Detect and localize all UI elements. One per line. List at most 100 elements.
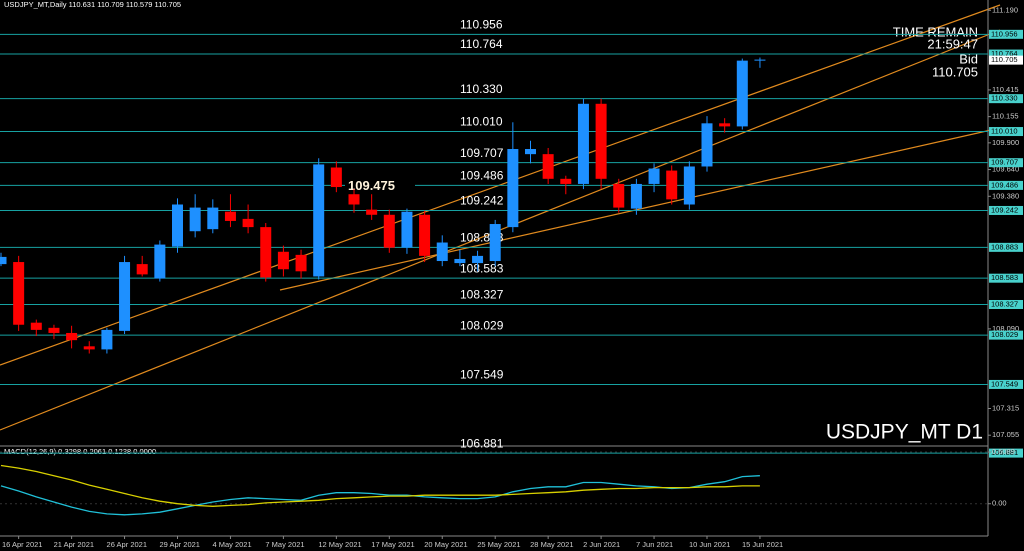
level-axis-box: [989, 180, 1023, 190]
level-axis-box: [989, 158, 1023, 168]
watermark: USDJPY_MT D1: [826, 421, 983, 444]
x-tick-label: 21 Apr 2021: [54, 540, 94, 549]
candle-body: [683, 166, 695, 205]
macd-title: MACD(12,26,9) 0.3298 0.2061 0.1238 0.000…: [4, 447, 156, 456]
x-tick-label: 7 Jun 2021: [636, 540, 673, 549]
chart-title: USDJPY_MT,Daily 110.631 110.709 110.579 …: [4, 0, 181, 9]
macd-line: [0, 464, 760, 507]
level-axis-label: 109.707: [991, 158, 1018, 167]
level-axis-label: 109.242: [991, 205, 1018, 214]
x-tick-label: 4 May 2021: [212, 540, 251, 549]
candle-body: [507, 149, 519, 228]
level-axis-label: 110.764: [991, 49, 1018, 58]
level-label: 108.029: [460, 318, 504, 332]
level-axis-label: 110.956: [991, 29, 1018, 38]
time-remain-label: TIME REMAIN: [893, 24, 978, 39]
candle-body: [701, 123, 713, 167]
level-label: 110.956: [460, 17, 503, 31]
candle-body: [383, 214, 395, 248]
level-label: 109.707: [460, 146, 504, 160]
candle-body: [560, 178, 572, 184]
level-axis-label: 110.330: [991, 94, 1018, 103]
candle-body: [13, 262, 25, 325]
candle-body: [666, 170, 678, 200]
y-tick-label: 110.415: [992, 85, 1019, 94]
trendline: [279, 127, 1001, 291]
candle-body: [189, 207, 201, 232]
level-axis-label: 108.029: [991, 330, 1018, 339]
level-axis-box: [989, 299, 1023, 309]
y-tick-label: 107.315: [992, 403, 1019, 412]
candle-body: [207, 207, 219, 230]
level-label: 109.486: [460, 169, 504, 183]
y-tick-label: 107.055: [992, 430, 1019, 439]
candle-body: [577, 103, 589, 184]
candle-body: [30, 322, 42, 330]
level-axis-box: [989, 273, 1023, 283]
bid-axis-label: 110.705: [991, 55, 1018, 64]
level-label: 110.764: [460, 37, 503, 51]
x-tick-label: 16 Apr 2021: [2, 540, 42, 549]
x-tick-label: 15 Jun 2021: [742, 540, 783, 549]
level-label: 107.549: [460, 368, 504, 382]
x-tick-label: 29 Apr 2021: [160, 540, 200, 549]
candle-body: [348, 194, 360, 205]
candle-body: [154, 244, 166, 279]
level-axis-box: [989, 94, 1023, 104]
candle-body: [295, 254, 307, 272]
candle-body: [736, 60, 748, 127]
candle-body: [630, 183, 642, 209]
level-axis-box: [989, 242, 1023, 252]
y-tick-label: 109.380: [992, 191, 1019, 200]
level-label: 110.330: [460, 82, 503, 96]
level-axis-label: 108.883: [991, 242, 1018, 251]
price-marker: 109.475: [348, 178, 395, 193]
candle-body: [401, 211, 413, 248]
level-axis-box: [989, 49, 1023, 59]
level-axis-label: 108.327: [991, 299, 1018, 308]
time-remain: 21:59:47: [927, 36, 978, 51]
candle-body: [260, 227, 272, 278]
candle-body: [754, 59, 766, 61]
candle-body: [648, 168, 660, 184]
level-axis-label: 106.881: [991, 448, 1018, 457]
x-tick-label: 26 Apr 2021: [107, 540, 147, 549]
level-axis-box: [989, 205, 1023, 215]
candle-body: [330, 167, 342, 188]
y-tick-label: 110.155: [992, 112, 1019, 121]
level-axis-box: [989, 330, 1023, 340]
y-tick-label: 0.6089: [992, 447, 1015, 456]
candle-body: [224, 211, 236, 221]
candle-body: [525, 149, 536, 155]
y-tick-label: 111.190: [992, 5, 1018, 14]
x-tick-label: 17 May 2021: [371, 540, 414, 549]
candle-body: [277, 251, 289, 270]
candle-body: [719, 123, 731, 127]
candle-body: [66, 332, 78, 341]
x-tick-label: 10 Jun 2021: [689, 540, 730, 549]
level-label: 108.583: [460, 261, 504, 275]
level-axis-box: [989, 29, 1023, 39]
x-tick-label: 2 Jun 2021: [583, 540, 620, 549]
level-label: 108.327: [460, 288, 504, 302]
level-label: 110.010: [460, 115, 503, 129]
level-axis-box: [989, 448, 1023, 458]
x-tick-label: 7 May 2021: [265, 540, 304, 549]
y-tick-label: 0.00: [992, 499, 1007, 508]
candle-body: [472, 255, 484, 264]
candle-body: [101, 329, 113, 350]
y-tick-label: 108.090: [992, 324, 1019, 333]
level-label: 106.881: [460, 436, 504, 450]
y-tick-label: 109.640: [992, 165, 1019, 174]
candle-body: [542, 154, 554, 179]
bid-axis-box: [989, 55, 1023, 65]
price-marker-bg: [345, 178, 415, 195]
candle-body: [313, 164, 325, 277]
candle-body: [83, 346, 95, 350]
y-tick-label: 109.900: [992, 138, 1019, 147]
level-label: 109.242: [460, 194, 504, 208]
candle-body: [172, 204, 183, 247]
candle-body: [119, 262, 131, 331]
